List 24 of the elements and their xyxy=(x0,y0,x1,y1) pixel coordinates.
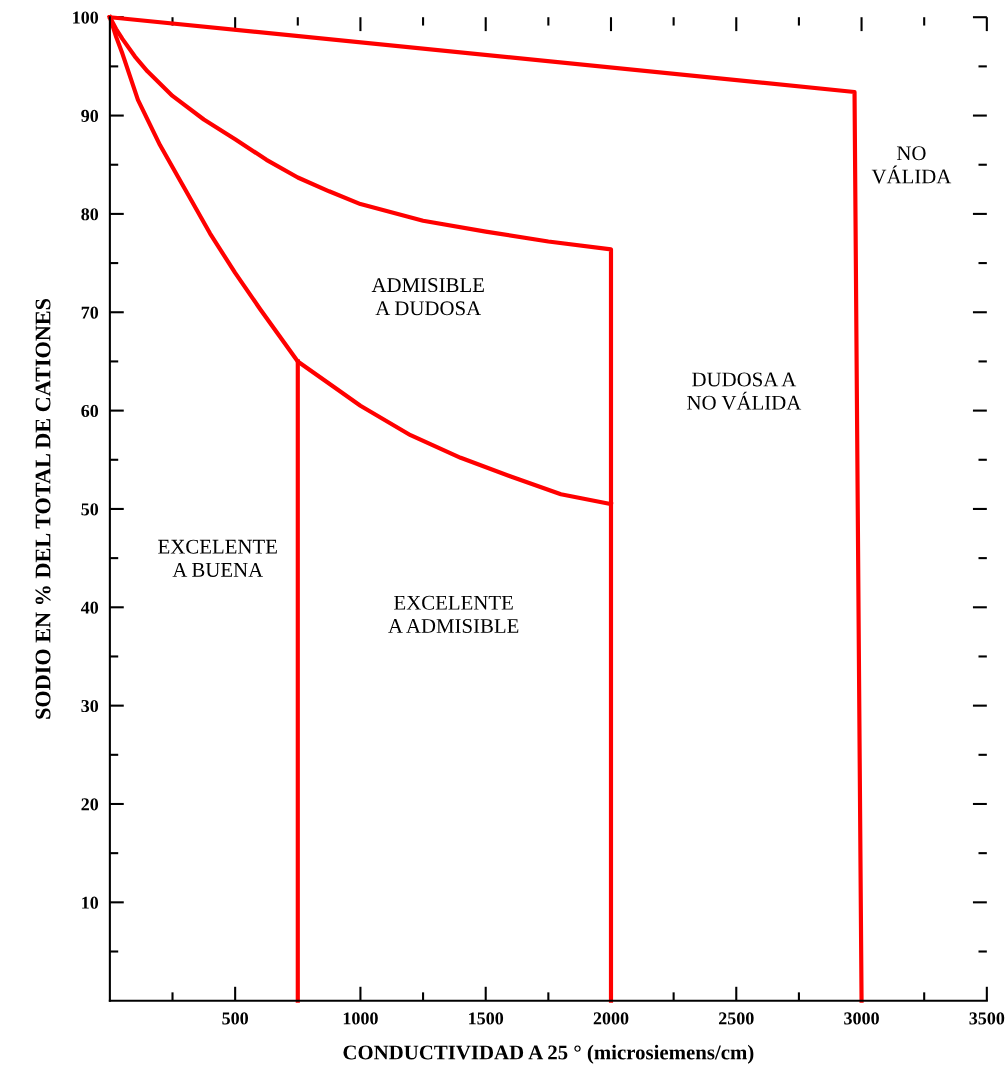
x-tick-label: 2500 xyxy=(718,1012,754,1025)
annotation: EXCELENTE A BUENA xyxy=(158,539,277,577)
y-axis-title: SODIO EN % DEL TOTAL DE CATIONES xyxy=(35,298,51,719)
y-tick-label: 20 xyxy=(81,798,99,811)
x-tick-label: 3500 xyxy=(969,1012,1005,1025)
x-axis-title: CONDUCTIVIDAD A 25 ° (microsiemens/cm) xyxy=(343,1044,754,1064)
x-tick-label: 1000 xyxy=(343,1012,378,1025)
y-tick-label: 80 xyxy=(81,208,99,221)
y-tick-label: 60 xyxy=(81,404,99,418)
x-tick-label: 500 xyxy=(222,1012,249,1025)
y-tick-label: 70 xyxy=(81,306,99,319)
y-tick-label: 50 xyxy=(81,503,99,516)
annotation: EXCELENTE A ADMISIBLE xyxy=(388,595,519,633)
y-tick-label: 90 xyxy=(81,109,99,122)
annotation: DUDOSA A NO VÁLIDA xyxy=(687,372,802,410)
y-tick-label: 30 xyxy=(81,699,99,713)
annotation: NO VÁLIDA xyxy=(871,146,952,184)
x-tick-label: 1500 xyxy=(469,1012,504,1025)
x-tick-label: 2000 xyxy=(593,1012,629,1025)
y-tick-label: 10 xyxy=(82,896,99,909)
annotation: ADMISIBLE A DUDOSA xyxy=(371,278,484,316)
x-tick-label: 3000 xyxy=(844,1012,879,1025)
y-tick-label: 100 xyxy=(73,11,99,24)
y-tick-label: 40 xyxy=(80,601,99,614)
